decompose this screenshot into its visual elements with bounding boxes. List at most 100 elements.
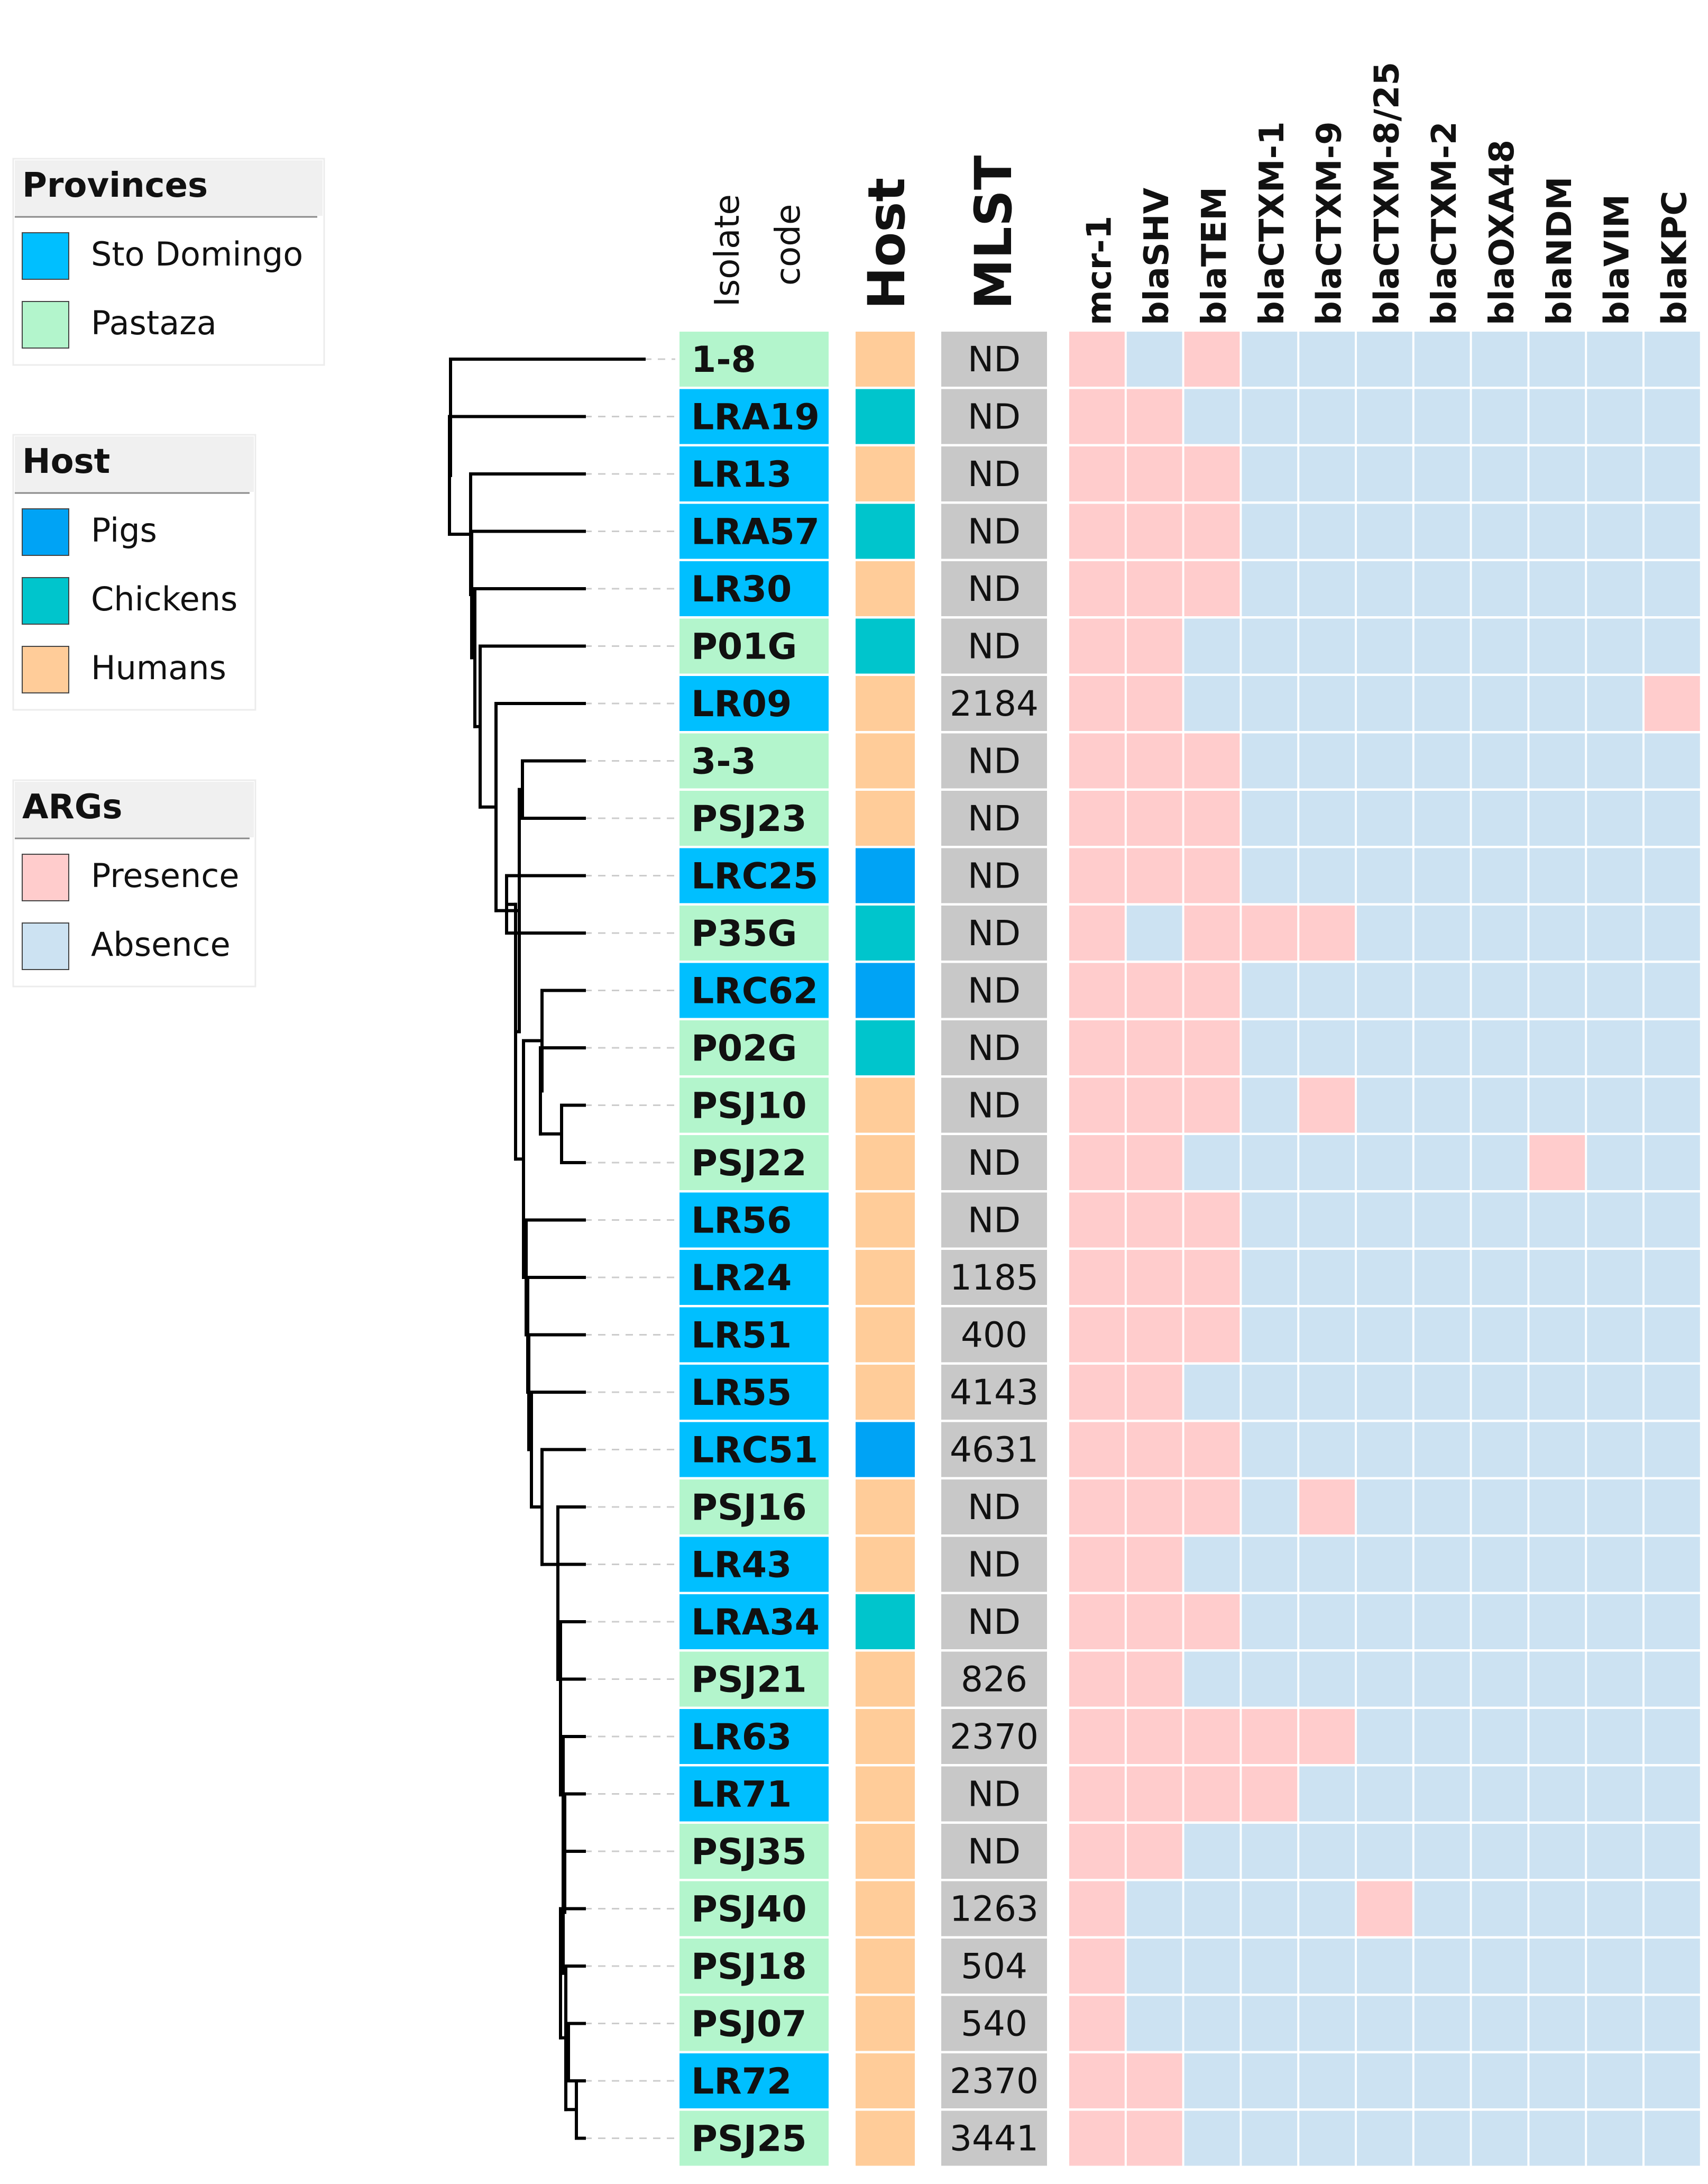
arg-cell-presence: [1242, 1766, 1298, 1822]
arg-cell-presence: [1184, 1020, 1240, 1075]
isolate-code: LR55: [691, 1372, 792, 1414]
arg-cell-absence: [1414, 1824, 1470, 1879]
arg-cell-absence: [1587, 561, 1642, 616]
isolate-code: LR43: [691, 1545, 792, 1586]
arg-cell-absence: [1357, 963, 1412, 1018]
host-cell: [856, 389, 915, 444]
arg-cell-absence: [1299, 1996, 1355, 2051]
arg-cell-absence: [1529, 2110, 1585, 2166]
arg-cell-presence: [1126, 1479, 1182, 1534]
arg-cell-absence: [1529, 1939, 1585, 1994]
mlst-value: ND: [968, 1143, 1021, 1183]
isolate-code: LR63: [691, 1716, 792, 1758]
gene-header: blaCTXM-8/25: [1367, 62, 1407, 325]
arg-cell-presence: [1184, 1192, 1240, 1248]
isolate-code: P35G: [691, 913, 797, 955]
gene-header: mcr-1: [1080, 216, 1119, 325]
table-row: LR71 ND: [679, 1766, 1700, 1822]
province-cell: [679, 1881, 829, 1936]
table-row: PSJ35 ND: [679, 1824, 1700, 1879]
gene-header: blaCTXM-1: [1253, 121, 1292, 325]
isolate-code: LRC51: [691, 1430, 818, 1472]
arg-cell-absence: [1587, 1651, 1642, 1707]
arg-cell-absence: [1414, 1996, 1470, 2051]
arg-cell-absence: [1529, 1192, 1585, 1248]
province-cell: [679, 1766, 829, 1822]
arg-cell-absence: [1529, 848, 1585, 903]
arg-cell-absence: [1184, 1881, 1240, 1936]
province-cell: [679, 733, 829, 789]
isolate-code: 3-3: [691, 741, 756, 783]
arg-cell-absence: [1587, 848, 1642, 903]
host-cell: [856, 848, 915, 903]
arg-cell-absence: [1357, 2053, 1412, 2108]
mlst-value: 400: [961, 1315, 1027, 1356]
arg-cell-presence: [1126, 504, 1182, 559]
arg-cell-absence: [1587, 963, 1642, 1018]
arg-cell-absence: [1587, 2110, 1642, 2166]
arg-cell-presence: [1126, 561, 1182, 616]
arg-cell-absence: [1184, 2110, 1240, 2166]
arg-cell-presence: [1069, 2110, 1125, 2166]
host-cell: [856, 1135, 915, 1190]
header-isolate-line2: code: [769, 204, 808, 286]
mlst-cell: [941, 2110, 1047, 2166]
arg-cell-absence: [1529, 1077, 1585, 1133]
mlst-cell: [941, 1766, 1047, 1822]
arg-cell-absence: [1414, 1939, 1470, 1994]
host-cell: [856, 332, 915, 387]
mlst-value: 4143: [950, 1372, 1039, 1413]
arg-cell-absence: [1645, 2053, 1700, 2108]
arg-cell-presence: [1069, 389, 1125, 444]
mlst-cell: [941, 1824, 1047, 1879]
arg-cell-absence: [1299, 1135, 1355, 1190]
arg-cell-absence: [1529, 2053, 1585, 2108]
mlst-cell: [941, 1192, 1047, 1248]
arg-cell-absence: [1472, 1077, 1528, 1133]
arg-cell-absence: [1357, 1766, 1412, 1822]
gene-header: blaCTXM-2: [1425, 121, 1464, 325]
table-row: LRA34 ND: [679, 1594, 1700, 1649]
arg-cell-absence: [1587, 676, 1642, 731]
mlst-cell: [941, 1307, 1047, 1363]
arg-cell-presence: [1126, 2110, 1182, 2166]
arg-cell-presence: [1126, 1422, 1182, 1477]
gene-header: blaCTXM-9: [1310, 121, 1349, 325]
arg-cell-absence: [1587, 791, 1642, 846]
legend-swatch-pigs: [22, 508, 69, 556]
mlst-cell: [941, 906, 1047, 961]
isolate-code: PSJ18: [691, 1946, 807, 1988]
arg-cell-presence: [1069, 1594, 1125, 1649]
gene-header: blaVIM: [1598, 194, 1637, 325]
arg-cell-presence: [1126, 1824, 1182, 1879]
province-cell: [679, 1651, 829, 1707]
arg-cell-presence: [1069, 1307, 1125, 1363]
arg-cell-absence: [1357, 446, 1412, 501]
arg-cell-presence: [1299, 1709, 1355, 1764]
arg-cell-absence: [1472, 1422, 1528, 1477]
arg-cell-absence: [1645, 1996, 1700, 2051]
mlst-cell: [941, 332, 1047, 387]
arg-cell-absence: [1472, 618, 1528, 674]
arg-cell-presence: [1242, 1709, 1298, 1764]
isolate-code: LR56: [691, 1200, 792, 1242]
arg-cell-absence: [1529, 446, 1585, 501]
arg-cell-absence: [1357, 676, 1412, 731]
gene-header: blaTEM: [1195, 187, 1234, 325]
mlst-value: 540: [961, 2004, 1027, 2044]
arg-cell-absence: [1645, 504, 1700, 559]
province-cell: [679, 504, 829, 559]
arg-cell-absence: [1645, 2110, 1700, 2166]
arg-cell-absence: [1184, 1651, 1240, 1707]
arg-cell-absence: [1529, 389, 1585, 444]
arg-cell-absence: [1472, 2110, 1528, 2166]
isolate-code: LRA19: [691, 397, 820, 438]
isolate-code: LR13: [691, 454, 792, 496]
arg-cell-presence: [1126, 848, 1182, 903]
host-cell: [856, 561, 915, 616]
arg-cell-absence: [1645, 561, 1700, 616]
arg-cell-absence: [1357, 1824, 1412, 1879]
province-cell: [679, 1709, 829, 1764]
table-row: 1-8 ND: [679, 332, 1700, 387]
host-cell: [856, 1594, 915, 1649]
